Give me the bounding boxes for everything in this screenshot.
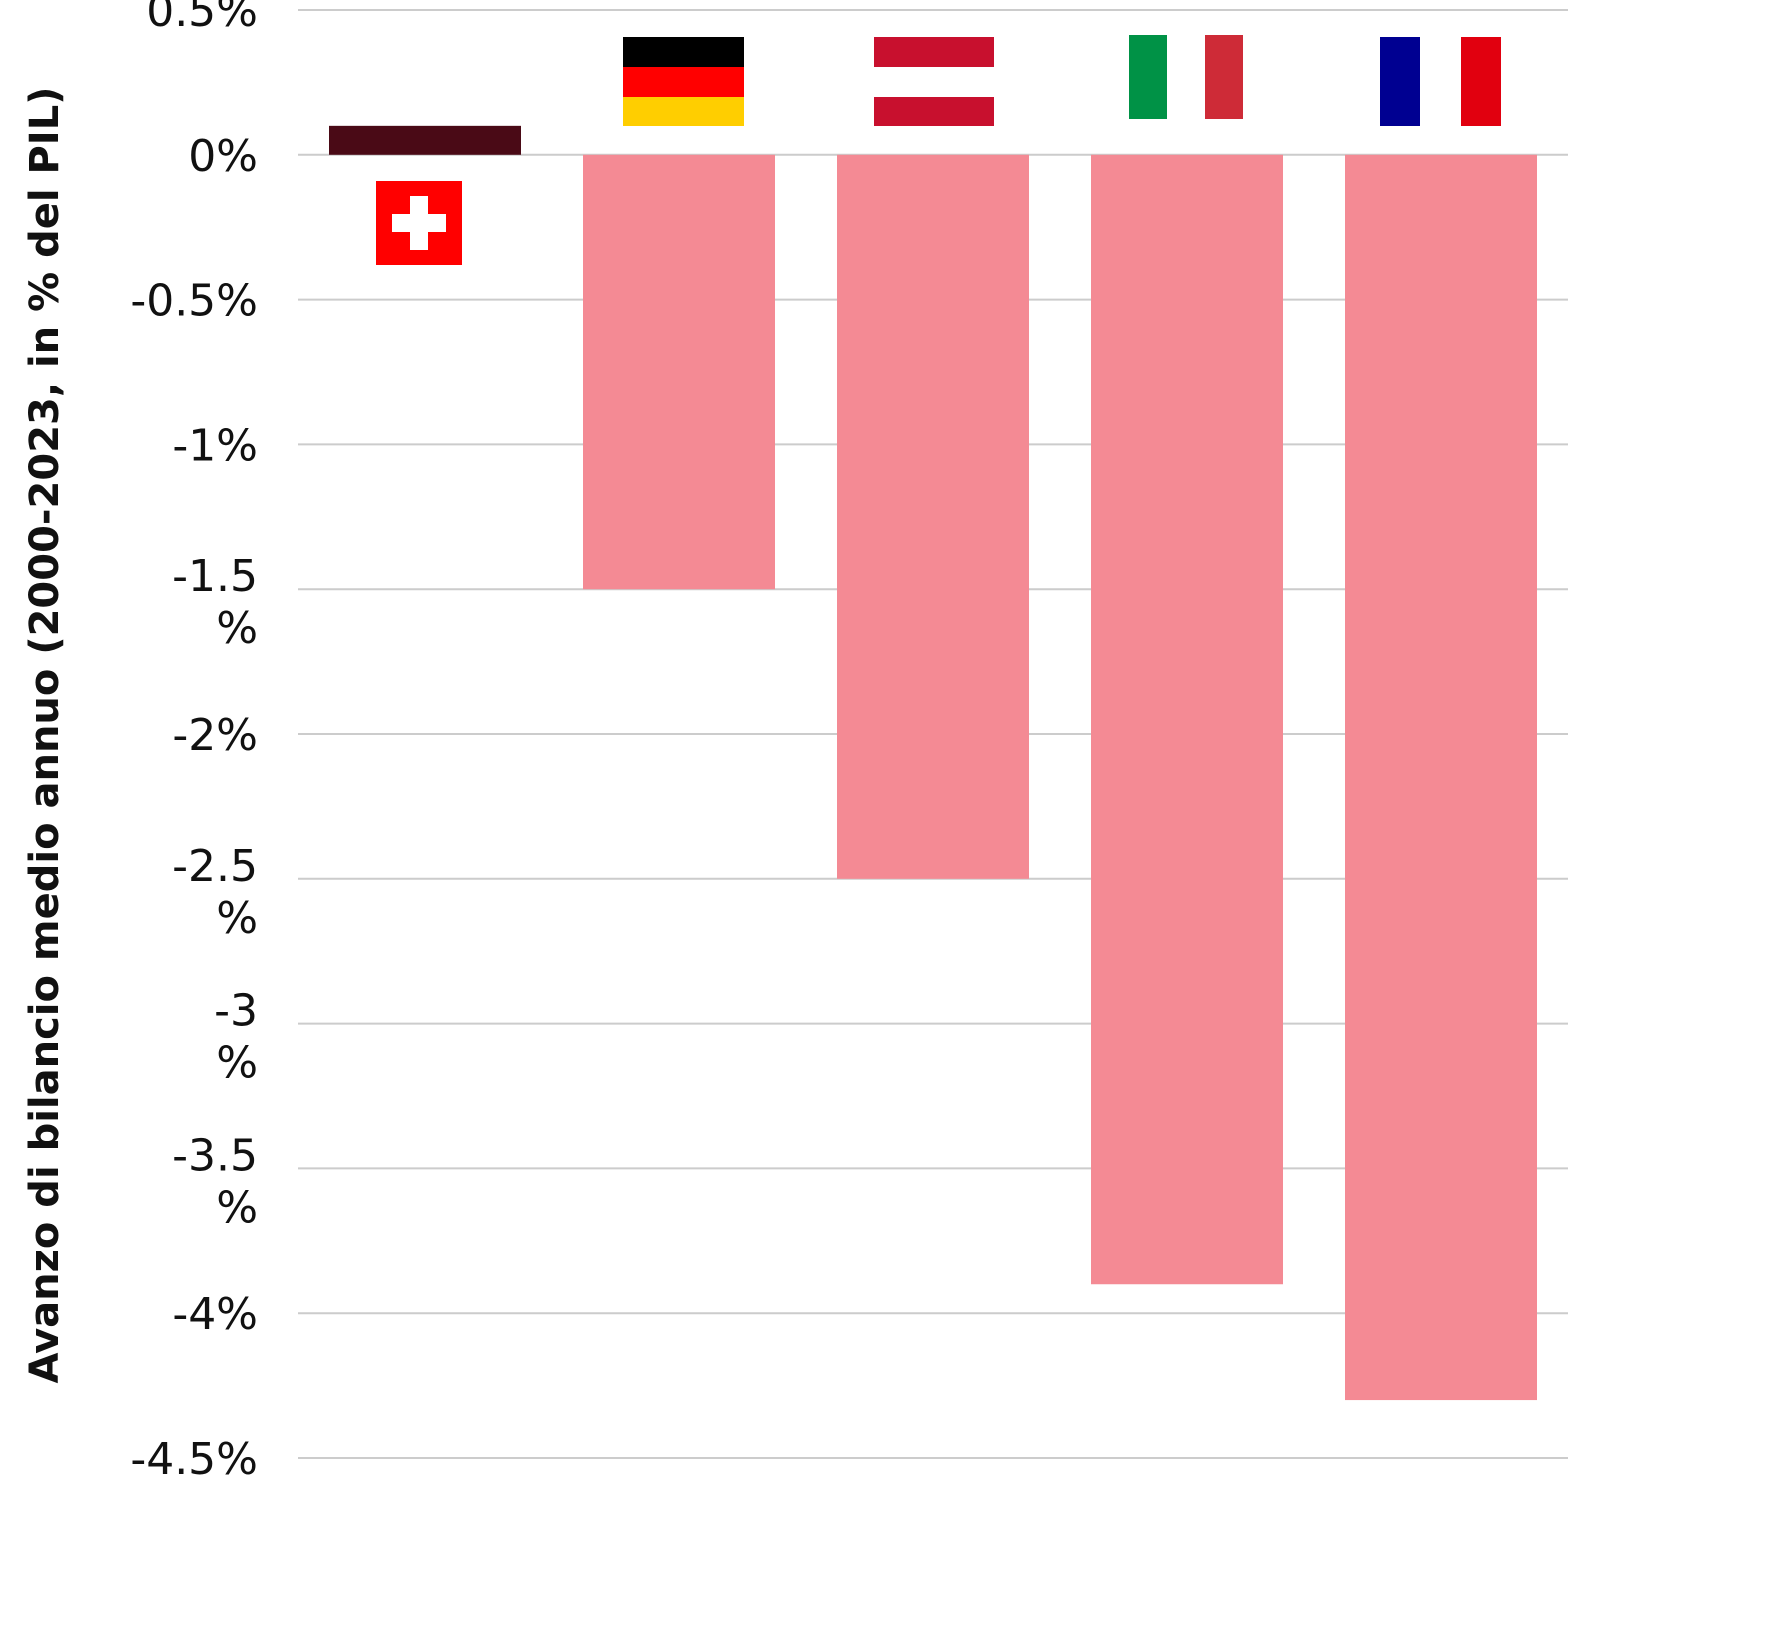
tick-label-line: % <box>216 1038 258 1089</box>
tick-label-line: -4.5% <box>130 1434 258 1485</box>
tick-label-line: 0.5% <box>146 0 258 37</box>
bar <box>1091 154 1283 1285</box>
bar <box>1345 154 1537 1401</box>
y-tick-label: -1% <box>172 420 258 471</box>
y-tick-label: -0.5% <box>130 276 258 327</box>
flag-austria <box>874 37 994 126</box>
flag-italy <box>1129 35 1243 119</box>
tick-label-line: -2.5 <box>172 841 258 892</box>
tick-label-line: -3 <box>214 986 258 1037</box>
bar <box>837 154 1029 879</box>
tick-label-line: -1.5 <box>172 551 258 602</box>
flag-switzerland <box>376 181 462 265</box>
bar <box>583 154 775 590</box>
bar <box>329 125 521 155</box>
y-tick-label: -2% <box>172 710 258 761</box>
tick-label-line: -3.5 <box>172 1130 258 1181</box>
y-tick-label: 0.5% <box>146 0 258 37</box>
tick-label-line: -1% <box>172 420 258 471</box>
y-tick-label: -3.5% <box>172 1130 258 1233</box>
tick-label-line: 0% <box>188 131 258 182</box>
tick-label-line: % <box>216 1182 258 1233</box>
tick-label-line: % <box>216 603 258 654</box>
tick-label-line: -2% <box>172 710 258 761</box>
y-tick-label: 0% <box>188 131 258 182</box>
bars <box>329 125 1537 1401</box>
flag-france <box>1380 37 1501 126</box>
y-tick-label: -2.5% <box>172 841 258 944</box>
y-tick-label: -4.5% <box>130 1434 258 1485</box>
y-tick-label: -3% <box>214 986 258 1089</box>
y-axis-title: Avanzo di bilancio medio annuo (2000-202… <box>22 87 68 1384</box>
tick-label-line: -0.5% <box>130 276 258 327</box>
y-tick-label: -4% <box>172 1289 258 1340</box>
y-tick-label: -1.5% <box>172 551 258 654</box>
tick-label-line: -4% <box>172 1289 258 1340</box>
flag-germany <box>623 37 744 126</box>
tick-label-line: % <box>216 893 258 944</box>
